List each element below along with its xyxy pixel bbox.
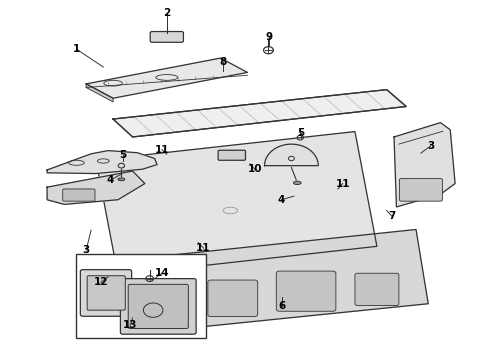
Polygon shape [169, 229, 428, 329]
FancyBboxPatch shape [276, 271, 336, 311]
FancyBboxPatch shape [63, 189, 95, 201]
Text: 10: 10 [247, 164, 262, 174]
FancyBboxPatch shape [355, 273, 399, 306]
Text: 6: 6 [278, 301, 285, 311]
FancyBboxPatch shape [218, 150, 245, 160]
Text: 1: 1 [73, 44, 80, 54]
Text: 5: 5 [119, 150, 126, 160]
Text: 12: 12 [94, 277, 108, 287]
Text: 14: 14 [155, 268, 169, 278]
FancyBboxPatch shape [399, 179, 442, 201]
Text: 2: 2 [163, 8, 171, 18]
Text: 8: 8 [220, 57, 227, 67]
Text: 3: 3 [83, 245, 90, 255]
Polygon shape [265, 144, 318, 166]
Ellipse shape [294, 181, 301, 184]
Polygon shape [394, 123, 455, 207]
Polygon shape [96, 132, 377, 275]
Text: 11: 11 [336, 179, 350, 189]
FancyBboxPatch shape [121, 279, 196, 334]
Polygon shape [86, 58, 247, 98]
Ellipse shape [118, 178, 125, 181]
Polygon shape [47, 150, 157, 174]
Polygon shape [47, 171, 145, 204]
Polygon shape [113, 90, 406, 137]
Text: 4: 4 [107, 175, 114, 185]
Text: 13: 13 [123, 320, 137, 330]
FancyBboxPatch shape [150, 32, 183, 42]
Bar [76, 253, 206, 338]
Text: 11: 11 [155, 144, 169, 154]
Text: 7: 7 [388, 211, 395, 221]
FancyBboxPatch shape [208, 280, 258, 317]
Polygon shape [86, 84, 113, 102]
Text: 5: 5 [297, 129, 305, 138]
Text: 4: 4 [278, 195, 285, 205]
FancyBboxPatch shape [80, 270, 132, 316]
Text: 3: 3 [427, 141, 434, 151]
Text: 9: 9 [266, 32, 273, 41]
Text: 11: 11 [196, 243, 211, 253]
FancyBboxPatch shape [128, 284, 188, 328]
FancyBboxPatch shape [87, 276, 125, 310]
